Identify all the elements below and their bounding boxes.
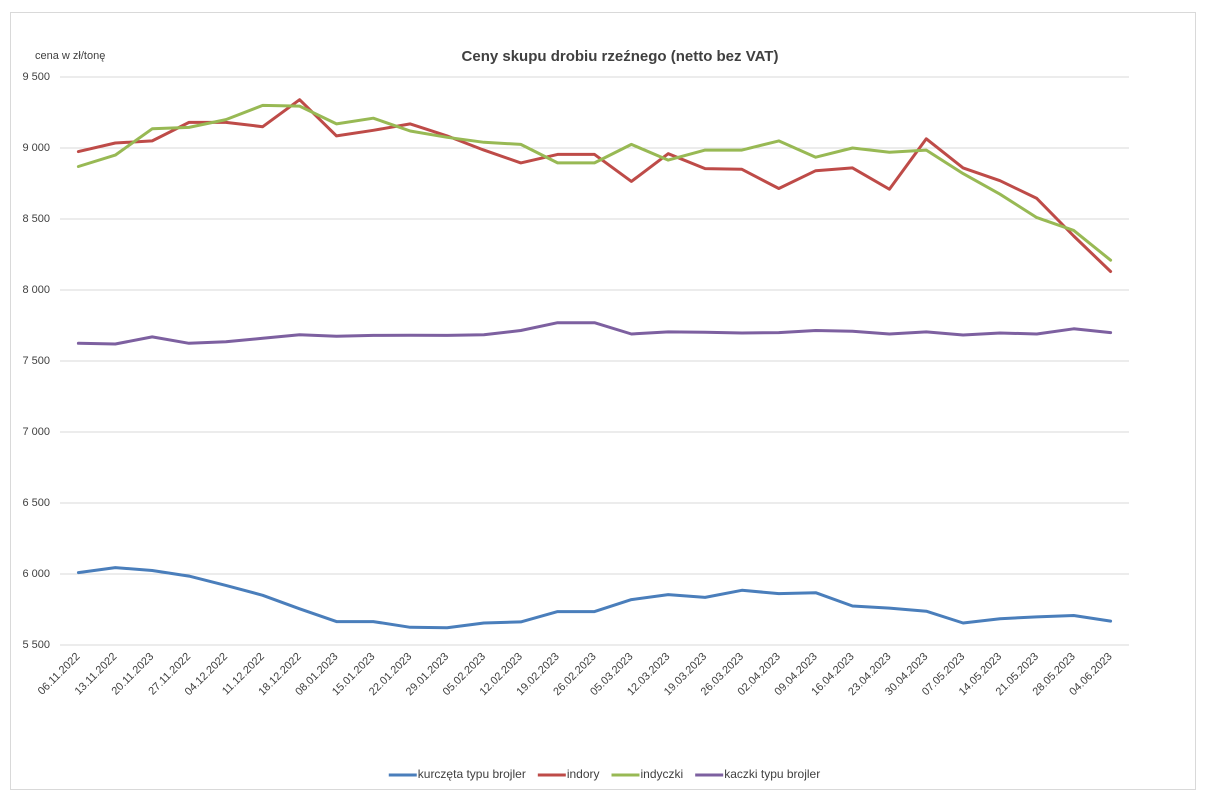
legend-label: kurczęta typu brojler bbox=[418, 767, 526, 781]
y-tick-label: 5 500 bbox=[22, 639, 50, 651]
y-tick-label: 7 500 bbox=[22, 355, 50, 367]
legend-label: kaczki typu brojler bbox=[724, 767, 820, 781]
series-line bbox=[76, 566, 1113, 630]
y-axis-label: cena w zł/tonę bbox=[35, 50, 105, 62]
series-line bbox=[76, 321, 1113, 346]
legend-label: indyczki bbox=[641, 767, 684, 781]
y-tick-label: 7 000 bbox=[22, 426, 50, 438]
series-line bbox=[76, 98, 1113, 273]
y-tick-label: 9 000 bbox=[22, 142, 50, 154]
y-tick-label: 6 000 bbox=[22, 568, 50, 580]
y-tick-label: 6 500 bbox=[22, 497, 50, 509]
y-tick-label: 8 500 bbox=[22, 213, 50, 225]
chart-frame bbox=[10, 12, 1196, 790]
series-line bbox=[76, 103, 1113, 262]
y-tick-label: 8 000 bbox=[22, 284, 50, 296]
y-tick-label: 9 500 bbox=[22, 71, 50, 83]
legend: kurczęta typu brojler indory indyczki kaczk… bbox=[388, 767, 820, 781]
legend-label: indory bbox=[567, 767, 600, 781]
chart-title: Ceny skupu drobiu rzeźnego (netto bez VA… bbox=[462, 48, 779, 65]
